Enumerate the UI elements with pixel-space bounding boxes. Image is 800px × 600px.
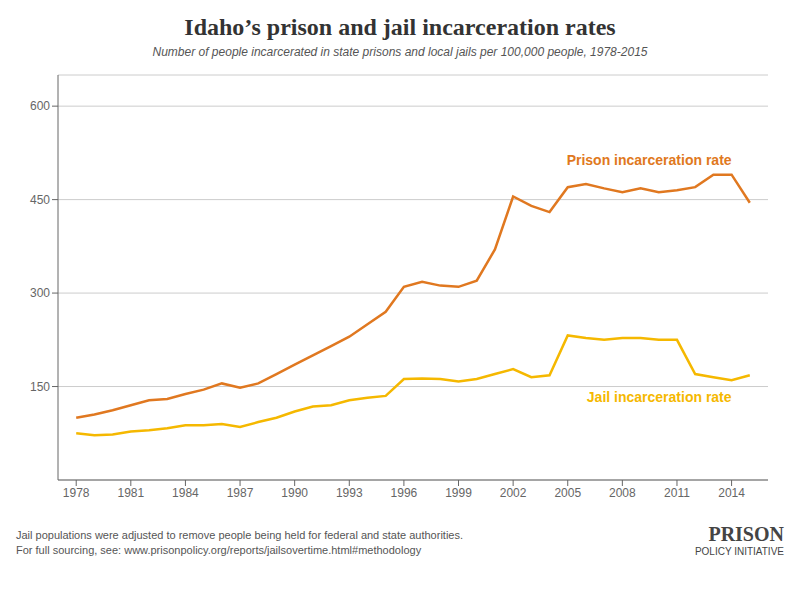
svg-text:450: 450 — [30, 193, 50, 207]
svg-text:1990: 1990 — [281, 486, 308, 500]
html-text:Number of people incarcerated: Number of people incarcerated in state p… — [152, 45, 648, 59]
svg-text:1996: 1996 — [391, 486, 418, 500]
html-text:POLICY INITIATIVE: POLICY INITIATIVE — [694, 546, 784, 557]
html-text:Idaho’s prison and jail incarc: Idaho’s prison and jail incarceration ra… — [184, 14, 616, 40]
svg-text:1987: 1987 — [227, 486, 254, 500]
svg-text:Prison incarceration rate: Prison incarceration rate — [567, 152, 732, 168]
svg-text:Jail incarceration rate: Jail incarceration rate — [587, 389, 732, 405]
svg-text:150: 150 — [30, 380, 50, 394]
svg-text:2011: 2011 — [664, 486, 690, 500]
svg-text:1981: 1981 — [117, 486, 144, 500]
svg-text:300: 300 — [30, 286, 50, 300]
html-text:PRISON: PRISON — [708, 523, 784, 545]
svg-text:1999: 1999 — [445, 486, 472, 500]
svg-text:2014: 2014 — [718, 486, 745, 500]
svg-text:2008: 2008 — [609, 486, 636, 500]
svg-text:2002: 2002 — [500, 486, 527, 500]
svg-text:600: 600 — [30, 99, 50, 113]
svg-text:2005: 2005 — [554, 486, 581, 500]
html-text:Jail populations were adjusted: Jail populations were adjusted to remove… — [16, 529, 463, 541]
svg-text:1978: 1978 — [63, 486, 90, 500]
html-text:For full sourcing, see: www.pr: For full sourcing, see: www.prisonpolicy… — [16, 544, 422, 556]
svg-text:1993: 1993 — [336, 486, 363, 500]
svg-text:1984: 1984 — [172, 486, 199, 500]
